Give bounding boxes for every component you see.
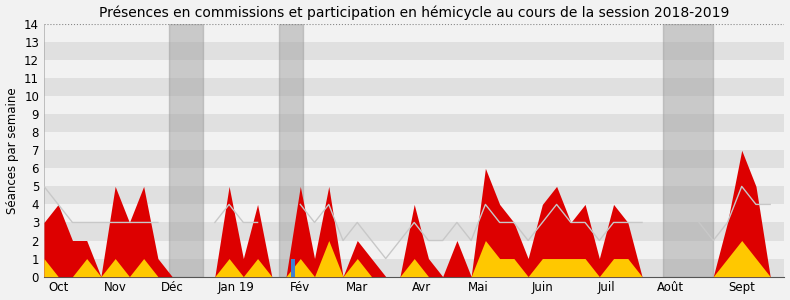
Bar [44, 42, 784, 60]
Bar [44, 96, 784, 114]
Bar [44, 186, 784, 204]
Title: Présences en commissions et participation en hémicycle au cours de la session 20: Présences en commissions et participatio… [99, 6, 729, 20]
Y-axis label: Séances par semaine: Séances par semaine [6, 87, 18, 214]
Bar [44, 24, 784, 42]
Bar [292, 259, 295, 277]
Bar [44, 259, 784, 277]
Bar [169, 24, 204, 277]
Bar [44, 60, 784, 78]
Bar [44, 132, 784, 150]
Bar [279, 24, 303, 277]
Bar [44, 114, 784, 132]
Bar [44, 168, 784, 186]
Bar [44, 150, 784, 168]
Bar [44, 241, 784, 259]
Bar [44, 78, 784, 96]
Bar [44, 204, 784, 223]
Bar [44, 223, 784, 241]
Bar [664, 24, 713, 277]
